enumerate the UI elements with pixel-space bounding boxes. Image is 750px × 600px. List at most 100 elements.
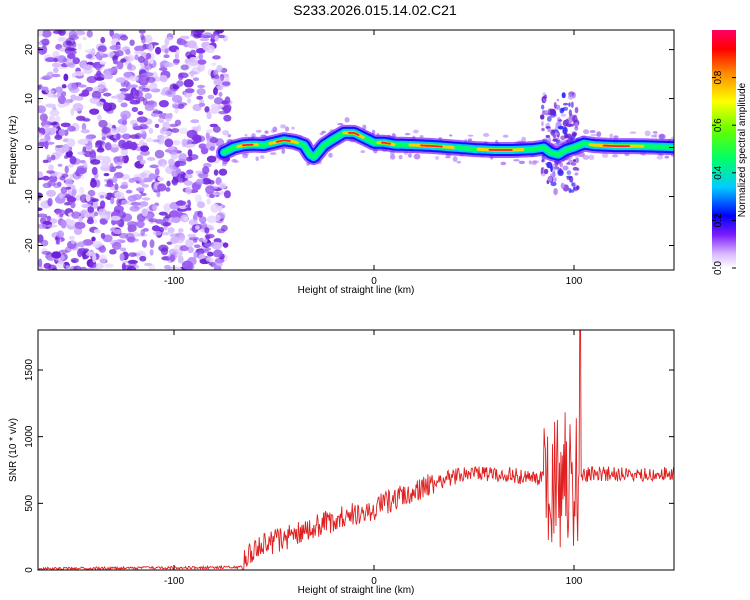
noise-blob [103,172,110,177]
spectrogram-x-tick-label: -100 [164,276,184,287]
noise-blob [51,251,62,259]
noise-blob [104,183,114,188]
noise-blob [91,198,99,203]
noise-blob [95,64,101,71]
noise-blob [80,129,90,134]
noise-blob [104,211,112,215]
noise-blob [68,219,76,227]
noise-blob [87,206,95,213]
noise-blob [52,67,59,73]
burst-blob [559,107,565,114]
noise-blob [67,125,76,132]
noise-blob [64,99,71,106]
noise-blob [46,170,55,174]
ridge-peak-segment [381,141,391,145]
burst-blob [571,162,577,166]
noise-blob [99,61,107,65]
noise-blob [158,67,168,71]
spectrogram-x-tick-label: 0 [371,276,377,287]
noise-blob [71,188,76,198]
noise-blob [152,204,158,212]
noise-blob [127,259,138,264]
noise-blob [209,123,219,128]
noise-blob [209,137,219,144]
noise-blob [140,145,149,152]
noise-blob [91,166,98,176]
noise-blob [51,62,62,68]
burst-blob [566,175,572,179]
noise-blob [178,153,188,162]
ridge-halo-blob [582,155,590,160]
ridge-halo-blob [456,160,461,164]
noise-blob [192,77,200,82]
colorbar-label: Normalized spectral amplitude [737,82,748,217]
noise-blob [134,54,139,61]
noise-blob [130,201,141,206]
noise-blob [154,123,160,129]
burst-blob [570,101,574,108]
noise-blob [97,45,107,53]
noise-blob [79,60,87,69]
noise-blob [115,77,126,83]
noise-blob [87,216,94,221]
noise-blob [69,156,77,165]
noise-blob [159,119,165,124]
noise-blob [38,192,43,199]
noise-blob [55,262,65,269]
noise-blob [77,241,86,248]
spectrogram-frame [37,29,675,271]
noise-blob [98,245,107,253]
noise-blob [187,40,197,49]
ridge-halo-blob [444,156,451,159]
noise-blob [180,64,189,71]
noise-blob [118,218,125,228]
burst-blob [540,104,545,110]
noise-blob [177,99,183,105]
ridge-halo-blob [500,161,507,166]
noise-blob [149,249,154,256]
noise-blob [174,119,182,126]
noise-blob [178,72,189,79]
noise-blob [183,173,193,179]
noise-blob [156,191,161,198]
noise-blob [202,166,210,175]
burst-blob [547,176,553,182]
noise-blob [74,95,84,101]
ridge-halo-blob [360,150,366,154]
noise-blob [58,193,64,199]
ridge-halo-blob [242,153,249,159]
noise-blob [129,75,139,82]
noise-blob [169,233,181,238]
ridge-halo-blob [609,133,614,139]
noise-blob [87,189,96,197]
noise-blob [79,194,88,203]
noise-blob [46,189,57,197]
noise-blob [178,127,189,135]
spectrogram-y-tick-label: -20 [24,238,35,253]
noise-blob [195,178,204,185]
noise-blob [61,84,67,89]
colorbar-tick-label: 0.4 [713,165,724,179]
noise-blob [149,81,158,91]
noise-blob [99,195,105,199]
noise-blob [89,261,97,269]
ridge-halo-blob [588,154,595,161]
noise-blob [56,91,62,100]
noise-blob [143,34,153,44]
noise-blob [154,167,160,176]
noise-blob [45,89,55,94]
noise-blob [134,238,140,242]
noise-blob [72,265,82,270]
ridge-halo-blob [244,133,248,137]
noise-blob [55,86,63,93]
noise-blob [138,176,145,182]
noise-blob [116,50,124,57]
noise-blob [193,244,201,249]
noise-blob [215,85,224,91]
noise-blob [120,110,132,120]
noise-blob [104,263,114,268]
noise-blob [49,109,60,117]
noise-blob [89,108,100,115]
noise-blob [213,169,219,176]
noise-blob [125,232,135,241]
